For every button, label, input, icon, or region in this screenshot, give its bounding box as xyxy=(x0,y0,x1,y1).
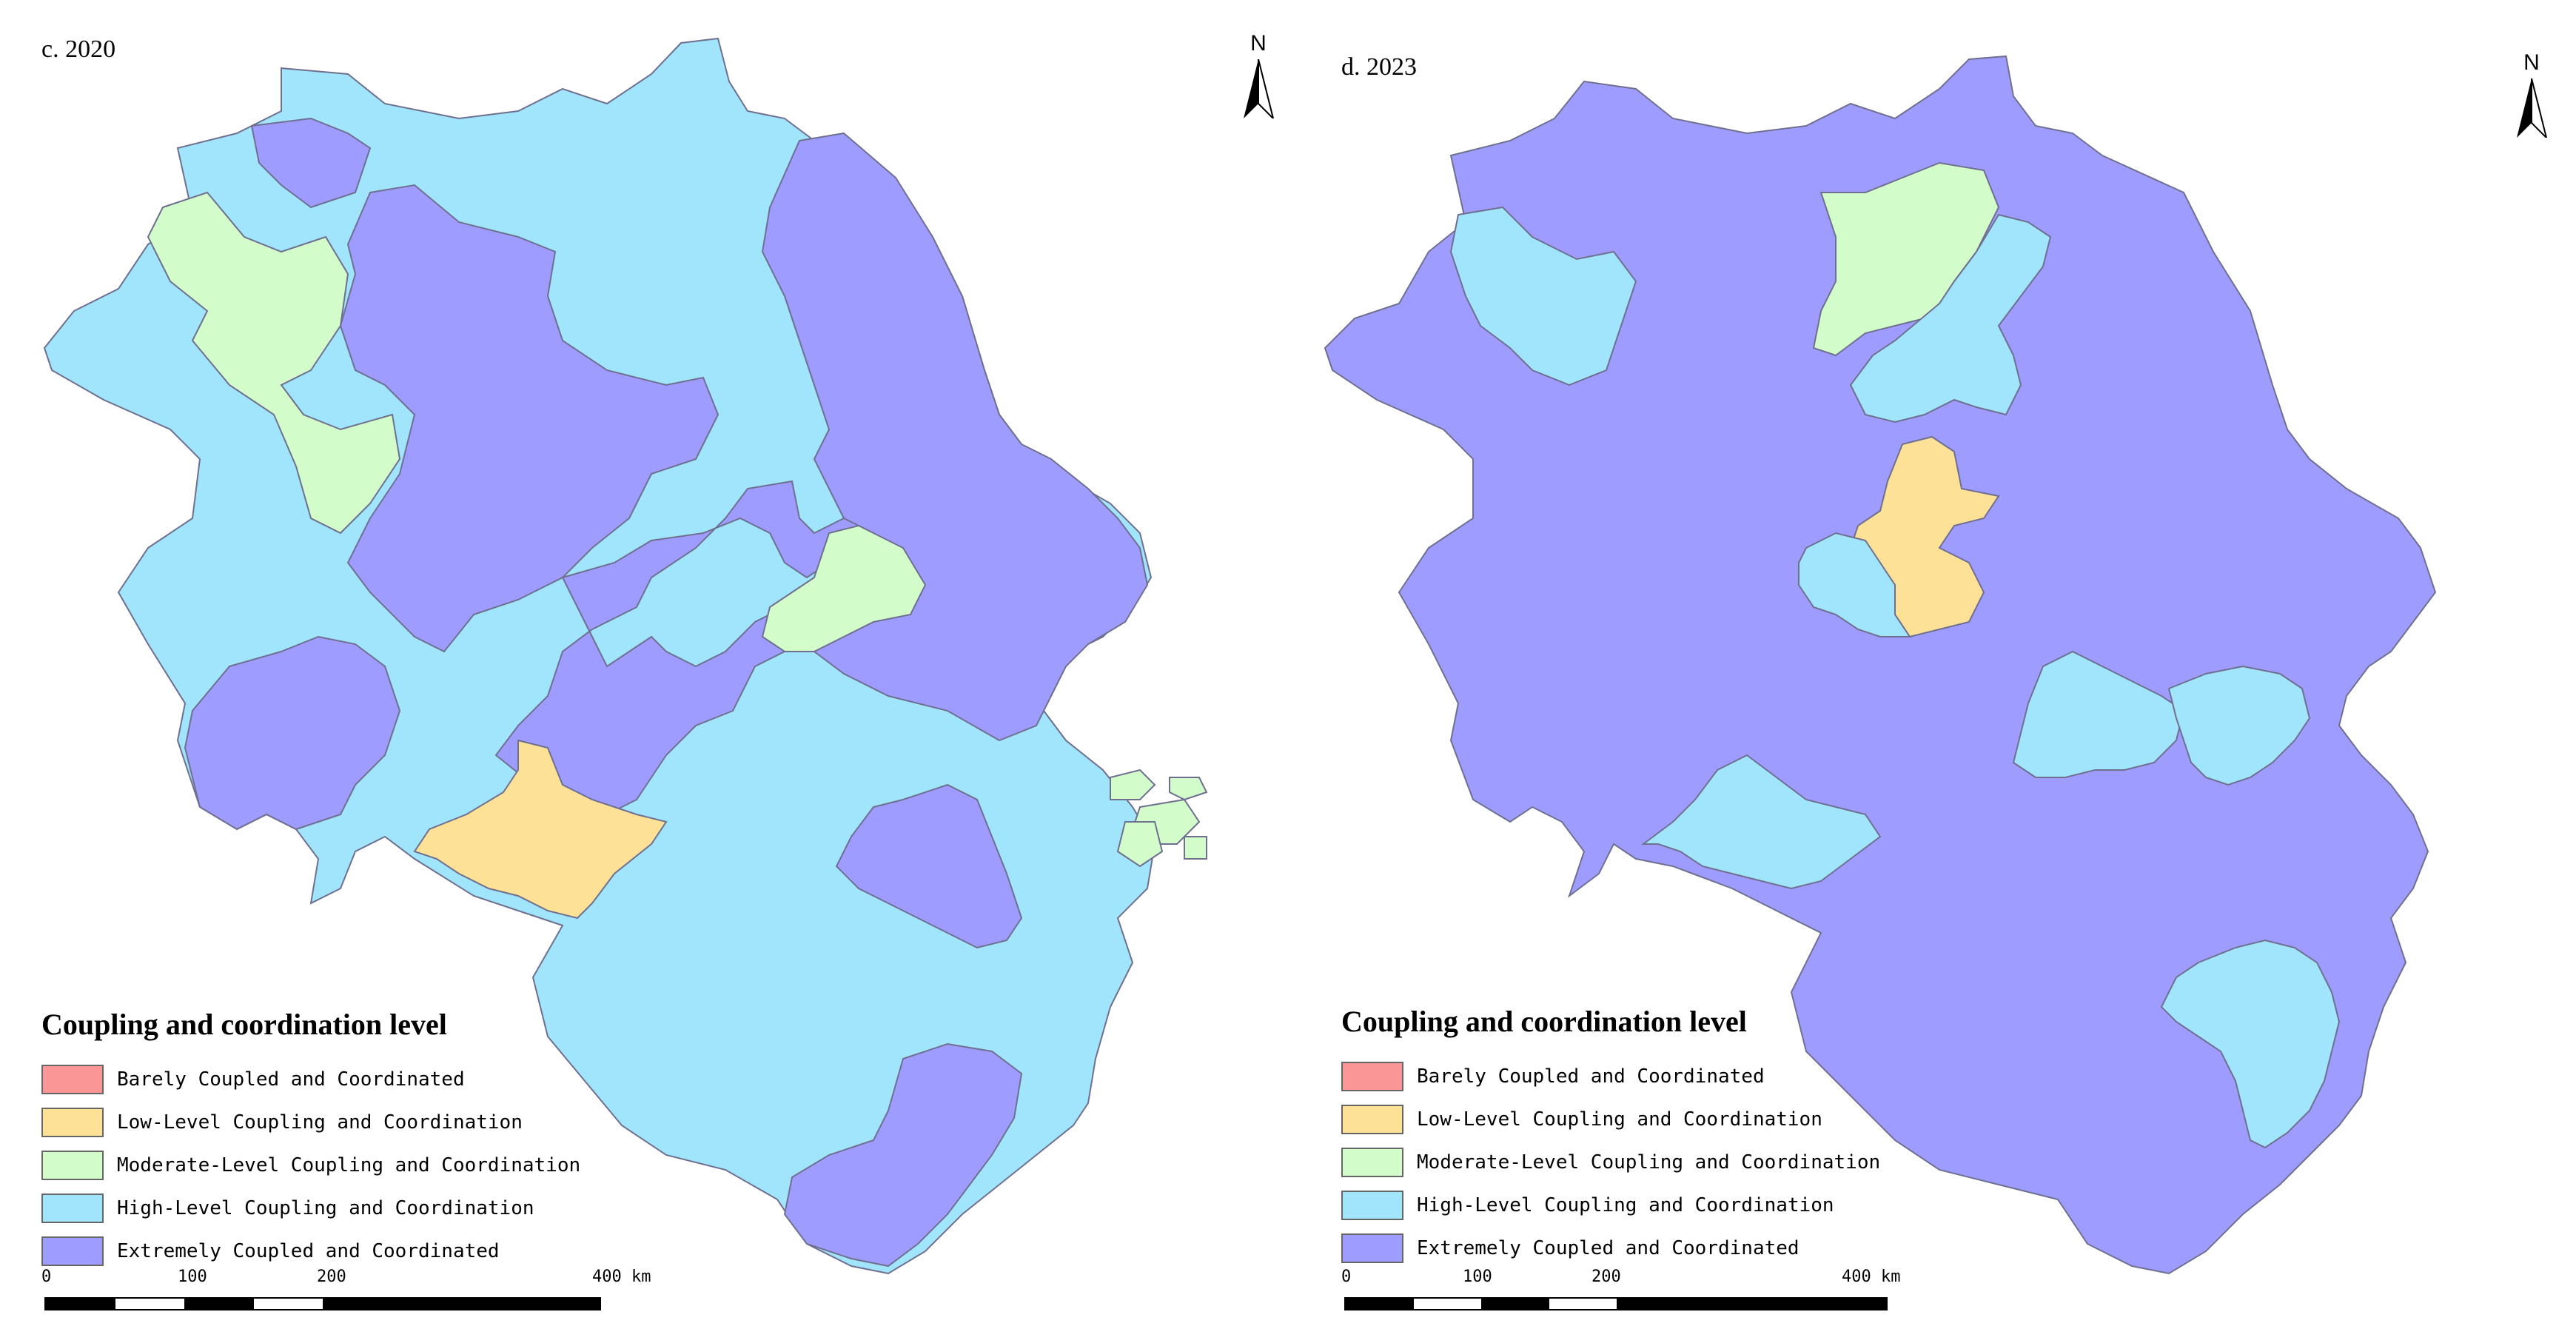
region-south-blue xyxy=(2160,939,2341,1149)
region-center-blue xyxy=(1798,532,1911,637)
scale-label: 0 xyxy=(1341,1268,1352,1286)
panel-title: d. 2023 xyxy=(1341,53,1417,81)
legend-title: Coupling and coordination level xyxy=(1341,1005,1747,1038)
region-nw-blue xyxy=(1449,206,1637,386)
legend-swatch xyxy=(1341,1148,1403,1177)
legend-item-low: Low-Level Coupling and Coordination xyxy=(41,1101,708,1144)
scale-label: 400 km xyxy=(592,1268,651,1286)
legend-item-high: High-Level Coupling and Coordination xyxy=(41,1187,708,1230)
legend-label: Low-Level Coupling and Coordination xyxy=(117,1111,523,1134)
region-south-purple-2 xyxy=(783,1042,1023,1268)
legend-swatch xyxy=(41,1151,104,1180)
scale-label: 100 xyxy=(1463,1268,1492,1286)
coupling-map-2023 xyxy=(1324,55,2437,1275)
legend-label: Moderate-Level Coupling and Coordination xyxy=(117,1154,581,1176)
legend-item-barely: Barely Coupled and Coordinated xyxy=(1341,1055,2008,1098)
legend-label: High-Level Coupling and Coordination xyxy=(117,1197,534,1219)
legend-item-barely: Barely Coupled and Coordinated xyxy=(41,1058,708,1101)
scale-label: 0 xyxy=(41,1268,52,1286)
legend-item-moderate: Moderate-Level Coupling and Coordination xyxy=(1341,1141,2008,1184)
scale-bar-graphic xyxy=(44,1297,601,1310)
legend-swatch xyxy=(41,1236,104,1266)
map-panel-2020: c. 2020 N Coupling and coordination leve… xyxy=(41,31,1281,1310)
legend-swatch xyxy=(1341,1062,1403,1091)
region-sw-purple xyxy=(184,635,401,831)
north-arrow: N xyxy=(1236,31,1281,120)
region-mid-blue-2 xyxy=(2167,665,2311,786)
legend-item-high: High-Level Coupling and Coordination xyxy=(1341,1184,2008,1227)
panel-title: c. 2020 xyxy=(41,36,116,63)
region-nw-low xyxy=(147,191,401,535)
map-panel-2023: d. 2023 N Coupling and coordination leve… xyxy=(1288,0,2576,1329)
legend-label: Extremely Coupled and Coordinated xyxy=(117,1240,500,1262)
scale-label: 200 xyxy=(1591,1268,1621,1286)
north-arrow-icon xyxy=(2517,78,2548,138)
coupling-map-2020 xyxy=(43,37,1208,1275)
legend-swatch xyxy=(41,1108,104,1137)
scale-label: 400 km xyxy=(1842,1268,1901,1286)
scale-label: 200 xyxy=(317,1268,346,1286)
region-mid-blue-1 xyxy=(2012,650,2185,778)
legend-item-low: Low-Level Coupling and Coordination xyxy=(1341,1098,2008,1141)
region-center-small xyxy=(761,524,927,652)
legend-swatch xyxy=(1341,1233,1403,1263)
region-north-blue xyxy=(1849,213,2052,424)
region-north-purple-1 xyxy=(250,117,372,209)
legend-label: Barely Coupled and Coordinated xyxy=(1417,1065,1765,1088)
legend: Coupling and coordination level Barely C… xyxy=(1341,1004,2008,1270)
legend-item-moderate: Moderate-Level Coupling and Coordination xyxy=(41,1144,708,1187)
scale-label: 100 xyxy=(178,1268,207,1286)
legend-title: Coupling and coordination level xyxy=(41,1008,447,1041)
region-sw-blue xyxy=(1641,754,1882,890)
legend-label: Moderate-Level Coupling and Coordination xyxy=(1417,1151,1881,1174)
legend-swatch xyxy=(41,1065,104,1094)
legend-label: Low-Level Coupling and Coordination xyxy=(1417,1108,1822,1131)
region-islands xyxy=(1110,769,1208,868)
legend-label: High-Level Coupling and Coordination xyxy=(1417,1194,1834,1216)
legend-item-extreme: Extremely Coupled and Coordinated xyxy=(1341,1227,2008,1270)
scale-bar-graphic xyxy=(1344,1297,1888,1310)
region-center-yellow xyxy=(413,739,668,920)
legend-swatch xyxy=(41,1194,104,1223)
region-center-yellow xyxy=(1849,435,2000,638)
region-south-purple-1 xyxy=(835,783,1023,949)
legend-label: Extremely Coupled and Coordinated xyxy=(1417,1237,1799,1259)
legend-swatch xyxy=(1341,1191,1403,1220)
north-arrow: N xyxy=(2509,50,2554,139)
north-label: N xyxy=(2523,50,2540,75)
legend-swatch xyxy=(1341,1105,1403,1134)
legend-label: Barely Coupled and Coordinated xyxy=(117,1068,465,1091)
legend-item-extreme: Extremely Coupled and Coordinated xyxy=(41,1230,708,1273)
north-arrow-icon xyxy=(1244,59,1275,118)
legend: Coupling and coordination level Barely C… xyxy=(41,1007,708,1273)
north-label: N xyxy=(1250,31,1267,56)
